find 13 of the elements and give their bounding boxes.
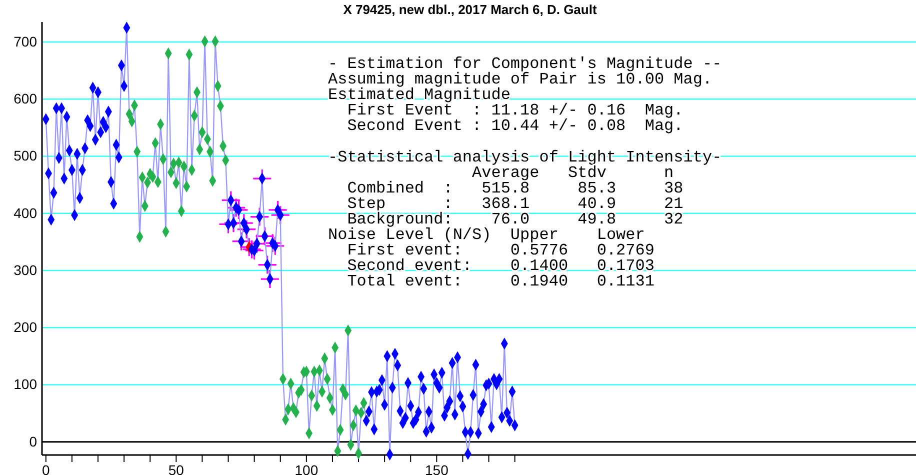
- y-tick-label: 700: [14, 33, 38, 50]
- y-tick-label: 100: [14, 376, 38, 392]
- y-tick-label: 600: [14, 90, 38, 107]
- x-tick-label: 150: [424, 462, 449, 475]
- x-tick-label: 50: [168, 462, 184, 475]
- x-tick-label: 0: [42, 462, 50, 475]
- chart-title: X 79425, new dbl., 2017 March 6, D. Gault: [343, 2, 598, 17]
- x-tick-label: 100: [294, 462, 318, 475]
- y-tick-label: 200: [14, 319, 38, 336]
- y-tick-label: 400: [14, 204, 38, 221]
- y-tick-label: 300: [14, 262, 38, 278]
- y-tick-label: 0: [29, 433, 38, 450]
- y-tick-label: 500: [14, 148, 38, 164]
